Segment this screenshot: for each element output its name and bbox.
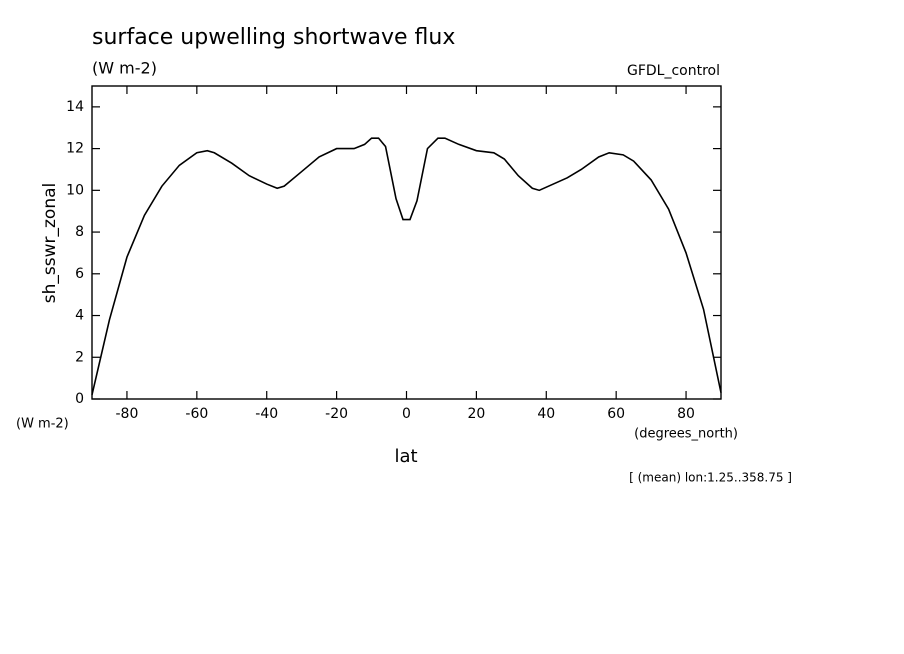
x-tick-label: -80: [116, 406, 139, 422]
y-tick-label: 0: [75, 391, 84, 407]
y-tick-label: 10: [66, 182, 84, 198]
subtitle: (W m-2): [92, 59, 157, 78]
y-tick-label: 2: [75, 349, 84, 365]
y-tick-label: 14: [66, 99, 84, 115]
x-axis-label: lat: [394, 446, 417, 467]
y-tick-label: 8: [75, 224, 84, 240]
annotation: [ (mean) lon:1.25..358.75 ]: [629, 471, 792, 485]
x-tick-label: -20: [325, 406, 348, 422]
x-tick-label: 40: [537, 406, 555, 422]
source: GFDL_control: [627, 63, 720, 79]
x-tick-label: 80: [677, 406, 695, 422]
chart-title: surface upwelling shortwave flux: [92, 25, 455, 50]
x-units: (degrees_north): [634, 427, 738, 442]
x-tick-label: 60: [607, 406, 625, 422]
y-tick-label: 6: [75, 266, 84, 282]
x-tick-label: 20: [467, 406, 485, 422]
y-units: (W m-2): [16, 417, 69, 432]
x-tick-label: -40: [255, 406, 278, 422]
x-tick-label: 0: [402, 406, 411, 422]
y-tick-label: 12: [66, 141, 84, 157]
y-axis-label: sh_sswr_zonal: [40, 183, 60, 303]
x-tick-label: -60: [185, 406, 208, 422]
y-tick-label: 4: [75, 308, 84, 324]
data-line: [91, 137, 722, 396]
